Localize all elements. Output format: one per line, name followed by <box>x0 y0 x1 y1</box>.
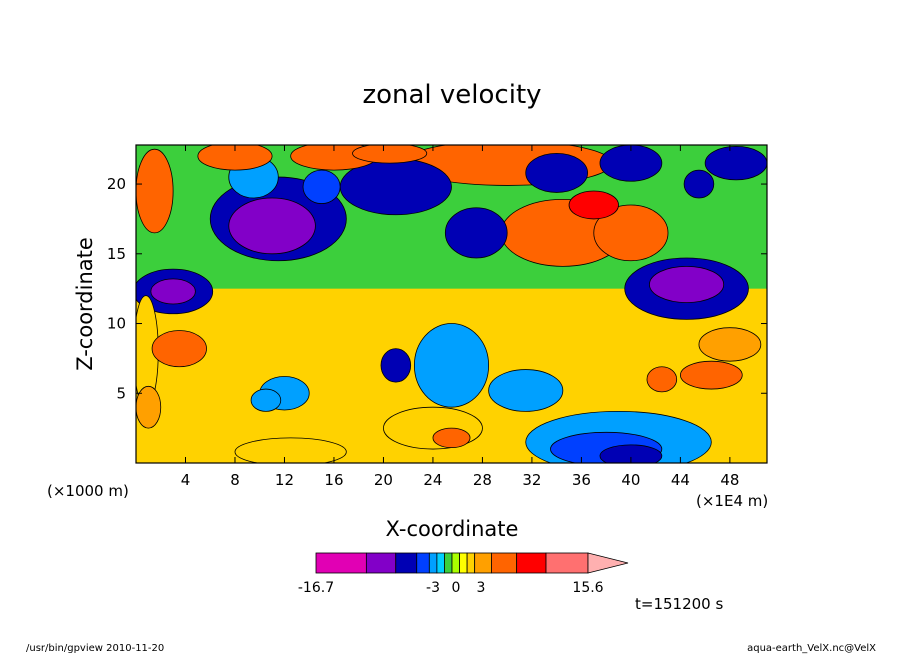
field-contour-region <box>649 265 725 304</box>
x-tick-label: 4 <box>181 471 191 489</box>
field-contour-region <box>593 204 669 262</box>
x-unit-left-label: (×1000 m) <box>47 482 129 500</box>
x-unit-right-label: (×1E4 m) <box>696 492 768 510</box>
colorbar-segment <box>466 552 476 574</box>
field-contour-region <box>525 152 588 193</box>
field-contour-region <box>150 278 196 305</box>
chart-title: zonal velocity <box>362 80 541 110</box>
colorbar-tick-label: 3 <box>477 580 486 596</box>
field-contour-region <box>698 327 762 362</box>
plot-frame <box>135 144 768 464</box>
plot-area <box>135 144 768 464</box>
field-contour-region <box>136 148 174 234</box>
field-contour-region <box>599 145 663 182</box>
field-contour-region <box>568 190 619 220</box>
x-tick-label: 28 <box>473 471 492 489</box>
colorbar-segment <box>315 552 367 574</box>
x-tick-label: 48 <box>720 471 739 489</box>
time-label: t=151200 s <box>635 595 723 613</box>
field-contour-region <box>302 169 341 204</box>
field-contour-region <box>136 385 162 429</box>
x-tick-label: 40 <box>621 471 640 489</box>
y-tick-label: 10 <box>107 315 126 333</box>
field-contour-region <box>444 207 508 259</box>
field-contour-region <box>683 169 715 199</box>
colorbar-segment <box>491 552 518 574</box>
colorbar-tick-labels: -3 0 3 <box>426 580 485 596</box>
x-tick-label: 16 <box>324 471 343 489</box>
colorbar-segment <box>436 552 445 574</box>
field-contour-region <box>228 197 316 255</box>
field-contour-region <box>413 323 490 408</box>
x-axis: 4 8 12 16 20 24 28 32 36 40 44 48 <box>181 145 739 489</box>
colorbar-max-label: 15.6 <box>572 580 603 596</box>
y-tick-label: 5 <box>116 384 126 402</box>
velocity-field <box>136 145 767 463</box>
field-contour-region <box>488 369 564 412</box>
field-contour-region <box>599 444 663 463</box>
x-tick-label: 24 <box>423 471 442 489</box>
footer-right-note: aqua-earth_VelX.nc@VelX <box>747 643 876 654</box>
y-axis: 5 10 15 20 <box>107 175 767 402</box>
field-contour-region <box>234 437 347 463</box>
colorbar-segment <box>365 552 397 574</box>
colorbar-segment <box>545 552 589 574</box>
footer-left-note: /usr/bin/gpview 2010-11-20 <box>26 643 164 654</box>
x-tick-label: 8 <box>230 471 240 489</box>
colorbar-extend-arrow <box>587 552 629 574</box>
colorbar-min-label: -16.7 <box>298 580 334 596</box>
colorbar-segment <box>474 552 492 574</box>
colorbar <box>315 552 629 574</box>
x-tick-label: 32 <box>522 471 541 489</box>
field-contour-region <box>704 145 767 181</box>
y-tick-label: 20 <box>107 175 126 193</box>
field-contour-region <box>250 388 282 412</box>
colorbar-tick-label: -3 <box>426 580 440 596</box>
x-tick-label: 12 <box>275 471 294 489</box>
field-contour-region <box>646 366 678 393</box>
colorbar-tick-label: 0 <box>452 580 461 596</box>
field-contour-region <box>151 330 207 368</box>
colorbar-segment <box>516 552 547 574</box>
y-tick-label: 15 <box>107 245 126 263</box>
field-contour-region <box>380 348 412 383</box>
y-axis-label: Z-coordinate <box>73 237 97 371</box>
colorbar-segment <box>444 552 453 574</box>
field-contour-region <box>197 145 273 171</box>
field-contour-region <box>679 360 743 390</box>
x-tick-label: 36 <box>572 471 591 489</box>
field-contour-region <box>432 427 471 449</box>
colorbar-segment <box>459 552 468 574</box>
colorbar-segment <box>395 552 418 574</box>
field-contour-region <box>352 145 428 164</box>
colorbar-segment <box>451 552 460 574</box>
x-axis-label: X-coordinate <box>386 517 519 541</box>
colorbar-segment <box>416 552 430 574</box>
x-tick-label: 20 <box>374 471 393 489</box>
x-tick-label: 44 <box>671 471 690 489</box>
colorbar-segment <box>428 552 438 574</box>
